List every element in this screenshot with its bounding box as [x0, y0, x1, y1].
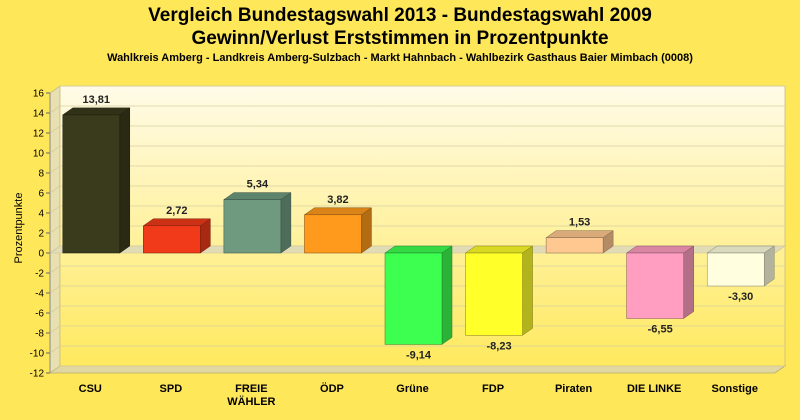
gridline-side — [49, 265, 61, 274]
y-tick-label: 6 — [38, 189, 44, 200]
gridline-side — [49, 225, 61, 234]
bar-die-linke — [625, 245, 695, 319]
bar-front — [626, 252, 684, 319]
gridline-side — [49, 345, 61, 354]
bar-fdp — [464, 245, 534, 336]
y-tick-label: 12 — [33, 129, 45, 140]
gridline-side — [49, 325, 61, 334]
value-labels: 13,81 2,72 5,34 3,82 -9,14 -8,23 1,53 -6,55 -3,3… — [83, 94, 754, 361]
bar-top — [545, 230, 614, 238]
floor — [48, 365, 787, 374]
gridline-side — [49, 85, 61, 94]
bar-top — [61, 107, 131, 116]
bar-top — [706, 245, 776, 254]
y-axis-label: Prozentpunkte — [13, 193, 25, 264]
value-label: 3,82 — [327, 194, 348, 206]
y-tick-label: 8 — [38, 169, 44, 180]
y-tick-label: 2 — [38, 229, 44, 240]
value-label: -9,14 — [406, 349, 432, 361]
chart-title-line2: Gewinn/Verlust Erststimmen in Prozentpun… — [191, 28, 609, 49]
category-label: WÄHLER — [227, 395, 275, 408]
gridline-side — [49, 185, 61, 194]
category-label: DIE LINKE — [627, 383, 681, 395]
value-label: 13,81 — [83, 94, 111, 106]
y-tick-label: 4 — [38, 209, 44, 220]
bar-front — [304, 214, 362, 254]
gridline-side — [49, 285, 61, 294]
bars — [61, 107, 776, 345]
category-label: FREIE — [235, 383, 267, 395]
value-label: -3,30 — [728, 291, 753, 303]
bar-top — [625, 245, 695, 254]
y-tick-label: -4 — [35, 289, 44, 300]
chart-subtitle: Wahlkreis Amberg - Landkreis Amberg-Sulz… — [107, 52, 693, 64]
bar-csu — [61, 107, 131, 254]
bar-front — [465, 252, 523, 336]
bar-grüne — [384, 245, 453, 345]
value-label: 5,34 — [247, 179, 269, 191]
bar-ödp — [303, 207, 373, 254]
y-tick-label: -2 — [35, 269, 44, 280]
value-label: -8,23 — [487, 340, 512, 352]
bar-side — [683, 245, 694, 319]
bar-front — [62, 114, 121, 254]
y-tick-label: -12 — [30, 369, 45, 380]
gridline-side — [49, 205, 61, 214]
category-label: Sonstige — [711, 383, 757, 395]
bar-piraten — [545, 230, 614, 254]
bar-top — [223, 192, 292, 200]
chart-title: Vergleich Bundestagswahl 2013 - Bundesta… — [0, 4, 800, 50]
category-label: SPD — [160, 383, 183, 395]
bar-front — [384, 252, 443, 345]
y-tick-label: -6 — [35, 309, 44, 320]
gridline-side — [49, 305, 61, 314]
bar-side — [119, 107, 131, 254]
bar-sonstige — [706, 245, 776, 287]
bar-front — [143, 225, 201, 254]
bar-top — [464, 245, 534, 254]
bar-freie-wähler — [223, 192, 292, 254]
bar-side — [522, 245, 533, 336]
gridline-side — [49, 145, 61, 154]
bar-top — [384, 245, 453, 254]
category-label: ÖDP — [320, 382, 344, 395]
category-label: Grüne — [396, 383, 428, 395]
bar-top — [303, 207, 373, 216]
value-label: 2,72 — [166, 205, 187, 217]
bar-top — [142, 218, 212, 227]
bar-side — [361, 207, 372, 254]
gridline-side — [49, 105, 61, 114]
y-tick-label: 16 — [33, 89, 45, 100]
y-tick-label: -10 — [30, 349, 45, 360]
category-label: Piraten — [555, 383, 593, 395]
y-tick-label: 14 — [33, 109, 45, 120]
value-label: -6,55 — [648, 324, 673, 336]
y-tick-label: 0 — [38, 249, 44, 260]
bar-front — [545, 237, 604, 254]
gridline-side — [49, 125, 61, 134]
bar-front — [223, 199, 282, 254]
value-label: 1,53 — [569, 217, 590, 229]
bar-front — [706, 252, 765, 287]
y-tick-label: 10 — [33, 149, 45, 160]
gridline-side — [49, 365, 61, 374]
gridline-side — [49, 165, 61, 174]
chart-title-line1: Vergleich Bundestagswahl 2013 - Bundesta… — [148, 5, 652, 26]
category-label: FDP — [482, 383, 504, 395]
y-tick-label: -8 — [35, 329, 44, 340]
bar-spd — [142, 218, 212, 254]
category-label: CSU — [79, 383, 102, 395]
bar-side — [280, 192, 292, 254]
y-axis-ticks: 16 14 12 10 8 6 4 2 0 -2 -4 -6 -8 -10 -12 — [30, 89, 50, 380]
bar-side — [441, 245, 453, 345]
